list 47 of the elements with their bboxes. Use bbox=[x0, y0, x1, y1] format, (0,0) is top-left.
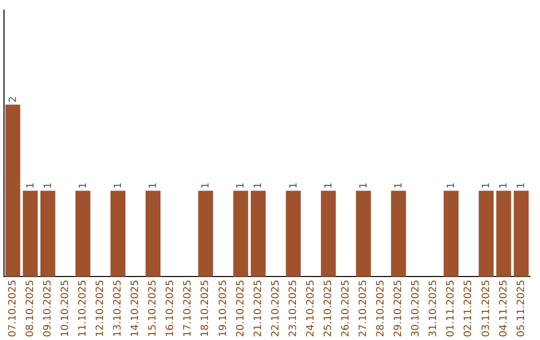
data-label: 1 bbox=[323, 182, 334, 189]
data-label: 1 bbox=[498, 182, 510, 189]
x-tick-label: 05.11.2025 bbox=[516, 280, 527, 338]
x-tick-label: 15.10.2025 bbox=[148, 280, 159, 338]
x-tick-label: 23.10.2025 bbox=[288, 280, 299, 338]
x-tick-label: 17.10.2025 bbox=[182, 280, 194, 338]
x-tick-label: 27.10.2025 bbox=[358, 280, 370, 338]
data-label: 1 bbox=[253, 182, 264, 189]
x-tick-label: 25.10.2025 bbox=[322, 280, 334, 338]
data-label: 1 bbox=[446, 182, 458, 189]
x-tick-label: 12.10.2025 bbox=[95, 280, 106, 338]
x-tick-label: 10.10.2025 bbox=[60, 280, 71, 338]
data-label: 1 bbox=[394, 182, 404, 189]
x-tick-label: 03.11.2025 bbox=[480, 280, 492, 338]
x-tick-label: 28.10.2025 bbox=[376, 280, 387, 338]
x-tick-label: 29.10.2025 bbox=[393, 280, 404, 338]
data-label: 1 bbox=[200, 182, 212, 189]
x-tick-label: 07.10.2025 bbox=[7, 280, 18, 338]
data-label: 1 bbox=[42, 182, 54, 189]
x-tick-label: 30.10.2025 bbox=[410, 280, 422, 338]
x-tick-label: 26.10.2025 bbox=[340, 280, 352, 338]
x-tick-label: 04.11.2025 bbox=[498, 280, 510, 338]
x-tick-label: 13.10.2025 bbox=[112, 280, 124, 338]
data-label: 1 bbox=[288, 182, 300, 189]
data-label: 1 bbox=[25, 182, 36, 189]
x-tick-label: 14.10.2025 bbox=[130, 280, 142, 338]
x-tick-label: 02.11.2025 bbox=[463, 280, 474, 338]
data-label: 1 bbox=[516, 182, 528, 189]
x-tick-label: 11.10.2025 bbox=[77, 280, 88, 338]
x-tick-label: 20.10.2025 bbox=[235, 280, 246, 338]
data-label: 1 bbox=[148, 182, 160, 189]
x-tick-label: 08.10.2025 bbox=[24, 280, 36, 338]
x-tick-label: 19.10.2025 bbox=[218, 280, 229, 338]
x-tick-label: 09.10.2025 bbox=[42, 280, 54, 338]
data-label: 2 bbox=[8, 96, 19, 103]
x-tick-label: 21.10.2025 bbox=[252, 280, 264, 338]
data-label: 1 bbox=[481, 182, 492, 189]
x-tick-label: 22.10.2025 bbox=[270, 280, 282, 338]
data-label: 1 bbox=[78, 182, 89, 189]
x-tick-label: 24.10.2025 bbox=[305, 280, 316, 338]
data-label: 1 bbox=[236, 182, 247, 189]
x-tick-label: 31.10.2025 bbox=[428, 280, 440, 338]
data-label: 1 bbox=[112, 182, 124, 189]
x-tick-label: 18.10.2025 bbox=[200, 280, 212, 338]
x-tick-label: 16.10.2025 bbox=[165, 280, 176, 338]
data-label: 1 bbox=[358, 182, 370, 189]
x-tick-label: 01.11.2025 bbox=[446, 280, 457, 338]
